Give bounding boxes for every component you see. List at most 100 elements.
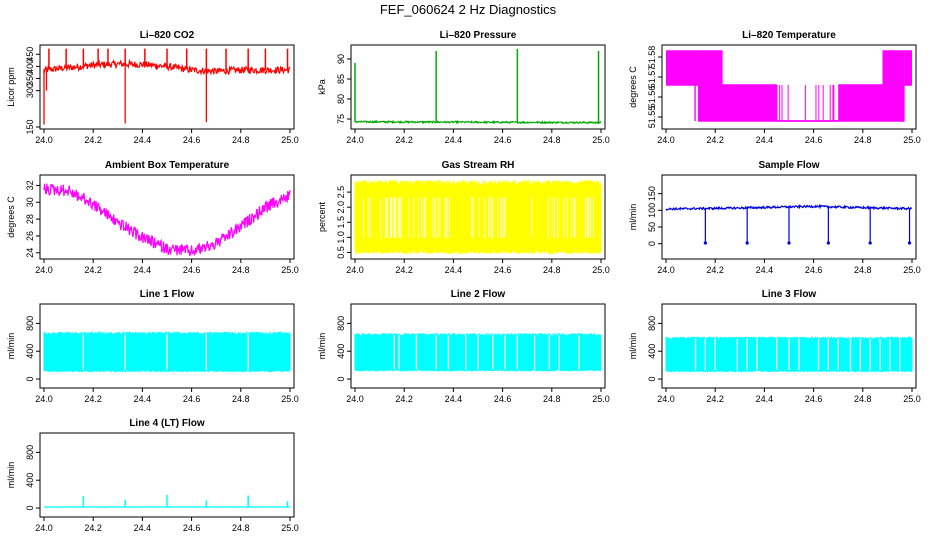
x-tick-label: 24.6	[494, 135, 512, 145]
y-tick-label: 400	[336, 344, 346, 359]
panel-6: Line 1 Flow 24.0 24.2 24.4 24.6 24.8 25.0 0 400 8…	[6, 289, 299, 404]
series-5	[665, 203, 913, 245]
y-tick-label: 51.58	[647, 46, 657, 69]
x-tick-label: 24.6	[183, 135, 201, 145]
x-axis: 24.0 24.2 24.4 24.6 24.8 25.0	[35, 129, 299, 145]
y-axis-label: percent	[317, 201, 327, 232]
y-axis: 0.5 1.0 1.5 2.0 2.5	[336, 186, 351, 259]
y-tick-label: 80	[336, 94, 346, 104]
y-tick-label: 450	[25, 47, 35, 62]
dip-point	[868, 241, 872, 245]
dip-point	[787, 241, 791, 245]
x-tick-label: 24.6	[494, 394, 512, 404]
y-tick-label: 300	[25, 83, 35, 98]
x-tick-label: 24.6	[183, 265, 201, 275]
y-axis-label: Licor ppm	[6, 67, 16, 107]
x-tick-label: 24.2	[84, 135, 102, 145]
y-axis-label: ml/min	[628, 204, 638, 231]
series-band	[354, 333, 602, 372]
y-tick-label: 85	[336, 74, 346, 84]
level-band	[666, 51, 698, 85]
plot-frame	[661, 303, 917, 389]
x-tick-label: 24.4	[134, 265, 152, 275]
plot-frame	[39, 432, 295, 518]
panel-0: Li–820 CO2 24.0 24.2 24.4 24.6 24.8 25.0 150 300…	[6, 30, 299, 145]
x-axis: 24.0 24.2 24.4 24.6 24.8 25.0	[35, 517, 299, 533]
x-tick-label: 24.2	[84, 265, 102, 275]
x-tick-label: 24.0	[346, 265, 364, 275]
panel-9: Line 4 (LT) Flow 24.0 24.2 24.4 24.6 24.8 25.0…	[6, 418, 299, 533]
y-axis-label: degrees C	[6, 196, 16, 238]
y-tick-label: 0	[647, 241, 657, 246]
panel-5: Sample Flow 24.0 24.2 24.4 24.6 24.8 25.0 0 50 10…	[628, 160, 921, 275]
y-axis: 0 400 800	[25, 445, 40, 511]
y-axis: 0 400 800	[25, 316, 40, 382]
x-tick-label: 24.0	[35, 394, 53, 404]
y-axis: 0 400 800	[647, 316, 662, 382]
x-tick-label: 24.2	[395, 394, 413, 404]
panel-title: Li–820 Pressure	[440, 30, 517, 41]
y-axis-label: ml/min	[6, 462, 16, 489]
panel-1: Li–820 Pressure 24.0 24.2 24.4 24.6 24.8 25.0 7…	[317, 30, 610, 145]
x-tick-label: 24.2	[706, 394, 724, 404]
y-tick-label: 1.0	[336, 231, 346, 244]
x-tick-label: 24.8	[232, 265, 250, 275]
y-axis-label: degrees C	[628, 66, 638, 108]
y-tick-label: 0	[336, 377, 346, 382]
y-axis-label: ml/min	[317, 333, 327, 360]
x-tick-label: 24.4	[756, 135, 774, 145]
x-tick-label: 25.0	[592, 265, 610, 275]
y-tick-label: 0	[25, 506, 35, 511]
series-4	[354, 180, 602, 254]
y-tick-label: 800	[25, 445, 35, 460]
x-tick-label: 24.2	[395, 265, 413, 275]
panel-title: Line 3 Flow	[762, 289, 817, 300]
x-tick-label: 24.0	[35, 523, 53, 533]
panel-title: Sample Flow	[758, 160, 819, 171]
series-8	[665, 336, 913, 373]
series-6	[43, 331, 291, 373]
x-tick-label: 24.4	[445, 265, 463, 275]
y-axis-label: ml/min	[6, 333, 16, 360]
series-line	[354, 119, 602, 125]
y-tick-label: 150	[25, 119, 35, 134]
x-tick-label: 24.2	[706, 265, 724, 275]
x-axis: 24.0 24.2 24.4 24.6 24.8 25.0	[346, 388, 610, 404]
x-tick-label: 24.0	[35, 135, 53, 145]
x-tick-label: 25.0	[281, 265, 299, 275]
x-tick-label: 25.0	[281, 394, 299, 404]
x-tick-label: 24.8	[543, 394, 561, 404]
figure-title: FEF_060624 2 Hz Diagnostics	[380, 2, 557, 17]
x-tick-label: 24.0	[657, 265, 675, 275]
y-tick-label: 800	[25, 316, 35, 331]
x-tick-label: 24.4	[756, 265, 774, 275]
y-tick-label: 0	[25, 377, 35, 382]
plot-frame	[350, 303, 606, 389]
x-axis: 24.0 24.2 24.4 24.6 24.8 25.0	[657, 129, 921, 145]
y-tick-label: 0.5	[336, 246, 346, 259]
plot-frame	[661, 174, 917, 260]
y-tick-label: 100	[647, 203, 657, 218]
x-tick-label: 24.4	[445, 394, 463, 404]
y-axis: 75 80 85 90	[336, 54, 351, 124]
series-3	[43, 183, 291, 257]
y-tick-label: 400	[647, 344, 657, 359]
panel-7: Line 2 Flow 24.0 24.2 24.4 24.6 24.8 25.0 0 400 8…	[317, 289, 610, 404]
panel-title: Li–820 Temperature	[742, 30, 836, 41]
x-axis: 24.0 24.2 24.4 24.6 24.8 25.0	[346, 259, 610, 275]
x-tick-label: 24.8	[232, 394, 250, 404]
y-tick-label: 51.55	[647, 106, 657, 129]
x-tick-label: 24.6	[183, 523, 201, 533]
dip-point	[745, 241, 749, 245]
y-tick-label: 24	[25, 248, 35, 258]
x-axis: 24.0 24.2 24.4 24.6 24.8 25.0	[35, 259, 299, 275]
panel-title: Line 4 (LT) Flow	[129, 418, 205, 429]
plot-frame	[39, 303, 295, 389]
x-tick-label: 24.8	[854, 135, 872, 145]
x-tick-label: 24.0	[346, 135, 364, 145]
x-tick-label: 24.2	[84, 523, 102, 533]
level-band	[882, 51, 905, 121]
